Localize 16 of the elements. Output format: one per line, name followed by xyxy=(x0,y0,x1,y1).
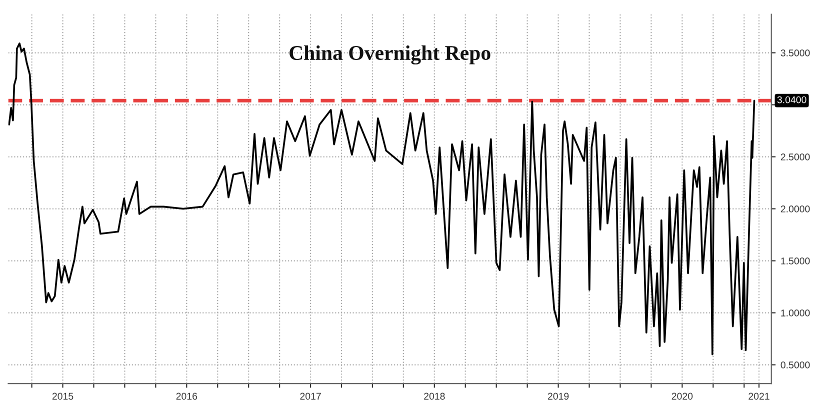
x-tick-label: 2019 xyxy=(548,392,569,400)
x-tick-label: 2021 xyxy=(748,392,770,400)
x-tick-label: 2015 xyxy=(52,392,74,400)
y-tick-label: 1.5000 xyxy=(781,258,810,264)
x-tick-label: 2020 xyxy=(672,392,693,400)
line-series xyxy=(8,42,756,356)
y-tick-label: 3.5000 xyxy=(780,50,810,56)
y-tick-label: 1.0000 xyxy=(781,310,810,316)
ref-line-label: 3.0400 xyxy=(777,96,806,104)
x-tick-label: 2017 xyxy=(300,392,321,400)
y-tick-label: 2.5000 xyxy=(780,154,810,160)
x-tick-label: 2016 xyxy=(176,392,198,400)
text: China Overnight Repo xyxy=(290,45,490,64)
y-tick-label: 2.0000 xyxy=(780,206,810,212)
x-tick-label: 2018 xyxy=(424,392,445,400)
y-tick-label: 0.5000 xyxy=(780,362,810,368)
